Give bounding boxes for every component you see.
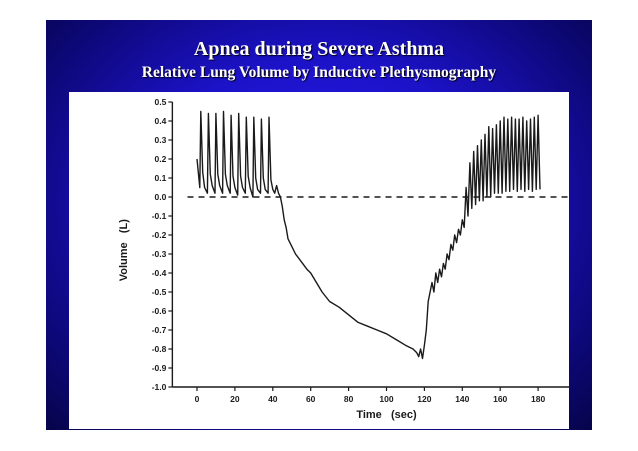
x-tick-label: 0 bbox=[195, 394, 200, 404]
y-tick-label: 0.4 bbox=[155, 116, 167, 126]
y-tick-label: -0.6 bbox=[152, 306, 167, 316]
x-tick-label: 140 bbox=[455, 394, 469, 404]
y-tick-label: -0.1 bbox=[152, 211, 167, 221]
chart-panel: 0.5 0.4 0.3 0.2 0.1 0.0 -0.1 -0.2 -0.3 -0.4 -0.5 -0… bbox=[69, 92, 583, 429]
chart-axes bbox=[171, 102, 576, 388]
volume-time-chart: 0.5 0.4 0.3 0.2 0.1 0.0 -0.1 -0.2 -0.3 -0.4 -0.5 -0… bbox=[118, 97, 583, 421]
y-tick-label: -0.5 bbox=[152, 287, 167, 297]
y-tick-label: 0.2 bbox=[155, 154, 167, 164]
x-tick-label: 60 bbox=[306, 394, 316, 404]
slide-title: Apnea during Severe Asthma bbox=[193, 38, 445, 60]
y-tick-label: 0.0 bbox=[155, 192, 167, 202]
y-tick-label: -0.8 bbox=[152, 344, 167, 354]
y-tick-label: -0.3 bbox=[152, 249, 167, 259]
y-tick-label: 0.3 bbox=[155, 135, 167, 145]
x-tick-label: 120 bbox=[417, 394, 431, 404]
y-tick-label: -0.2 bbox=[152, 230, 167, 240]
slide: Apnea during Severe Asthma Relative Lung… bbox=[46, 20, 592, 430]
x-tick-label: 180 bbox=[531, 394, 545, 404]
x-tick-label: 40 bbox=[268, 394, 278, 404]
y-tick-label: 0.5 bbox=[155, 97, 167, 107]
y-tick-label: -0.4 bbox=[152, 268, 167, 278]
x-tick-label: 160 bbox=[493, 394, 507, 404]
y-tick-label: 0.1 bbox=[155, 173, 167, 183]
y-ticks: 0.5 0.4 0.3 0.2 0.1 0.0 -0.1 -0.2 -0.3 -0.4 -0.5 -0… bbox=[152, 97, 173, 392]
x-ticks: 020406080100120140160180200 bbox=[195, 387, 583, 404]
x-tick-label: 20 bbox=[230, 394, 240, 404]
y-tick-label: -1.0 bbox=[152, 382, 167, 392]
y-tick-label: -0.9 bbox=[152, 363, 167, 373]
y-tick-label: -0.7 bbox=[152, 325, 167, 335]
slide-subtitle: Relative Lung Volume by Inductive Plethy… bbox=[141, 64, 497, 81]
x-tick-label: 100 bbox=[379, 394, 393, 404]
volume-trace bbox=[196, 110, 541, 360]
y-axis-label: Volume (L) bbox=[118, 219, 130, 281]
x-axis-label: Time (sec) bbox=[356, 409, 417, 421]
x-tick-label: 80 bbox=[344, 394, 354, 404]
